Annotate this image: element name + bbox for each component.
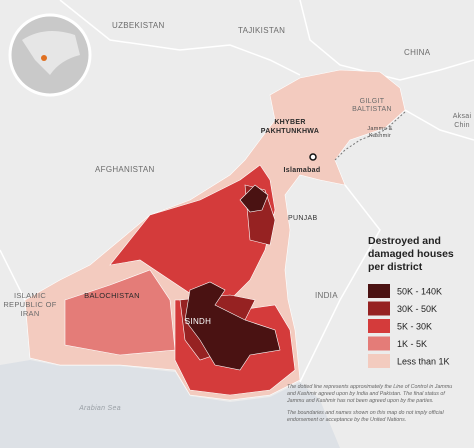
district — [239, 184, 269, 213]
note-line: The boundaries and names shown on this m… — [287, 410, 444, 416]
label-line: TAJIKISTAN — [238, 26, 285, 35]
notes: The dotted line represents approximately… — [286, 384, 452, 423]
note-line: and Kashmir agreed upon by India and Pak… — [287, 391, 445, 397]
region-label: Aksai Chin — [453, 113, 472, 129]
legend-label: Less than 1K — [397, 357, 450, 367]
label-line: BALTISTAN — [352, 106, 392, 113]
label-line: GILGIT — [360, 98, 385, 105]
label-line: Arabian Sea — [78, 405, 121, 412]
country-label: INDIA — [315, 291, 338, 300]
border — [404, 109, 474, 141]
capital-label: Islamabad — [284, 167, 321, 174]
sea — [0, 360, 340, 448]
country-label: AFGHANISTAN — [95, 165, 155, 174]
label-line: IRAN — [20, 309, 39, 318]
globe — [8, 13, 92, 97]
label-line: BALOCHISTAN — [84, 291, 140, 300]
note-line: Jammu and Kashmir has not been agreed up… — [286, 398, 434, 404]
globe-land — [22, 31, 80, 75]
legend-swatch — [368, 354, 390, 368]
label-line: PUNJAB — [288, 215, 317, 222]
legend-title: Destroyed and damaged houses per district — [368, 235, 454, 273]
note-line: endorsement or acceptance by the United … — [287, 417, 406, 423]
label-line: UZBEKISTAN — [112, 21, 165, 30]
district — [184, 281, 281, 371]
label-line: SINDH — [185, 317, 211, 326]
legend-title-line: Destroyed and — [368, 235, 441, 247]
label-line: Aksai — [453, 113, 472, 120]
label-line: Chin — [454, 122, 470, 129]
district — [64, 269, 176, 356]
note-line: The dotted line represents approximately… — [287, 384, 452, 390]
label-line: Kashmir — [369, 133, 391, 139]
legend-label: 50K - 140K — [397, 287, 442, 297]
districts — [24, 69, 406, 401]
label-line: ISLAMIC — [14, 291, 46, 300]
globe-pakistan — [41, 55, 47, 61]
region-label: BALOCHISTAN — [84, 291, 140, 300]
sea-label: Arabian Sea — [78, 405, 121, 412]
legend-swatch — [368, 336, 390, 351]
region-label: GILGIT BALTISTAN — [352, 98, 392, 113]
border — [299, 184, 381, 383]
label-line: PAKHTUNKHWA — [261, 128, 319, 135]
capital-marker — [309, 153, 317, 161]
label-line: CHINA — [404, 48, 431, 57]
legend-label: 1K - 5K — [397, 339, 427, 349]
region-label: KHYBER PAKHTUNKHWA — [261, 119, 319, 135]
legend-label: 5K - 30K — [397, 322, 432, 332]
region-label: SINDH — [185, 317, 211, 326]
country-label: CHINA — [404, 48, 431, 57]
label-line: Jammu & — [367, 126, 392, 132]
label-line: INDIA — [315, 291, 338, 300]
label-line: Islamabad — [284, 167, 321, 174]
legend-title-line: damaged houses — [368, 248, 454, 260]
legend-title-line: per district — [368, 261, 423, 273]
line-of-control — [334, 111, 406, 161]
district — [109, 164, 276, 301]
region-label: Jammu & Kashmir — [367, 126, 392, 139]
country-label: UZBEKISTAN — [112, 21, 165, 30]
legend: Destroyed and damaged houses per district … — [368, 235, 454, 368]
legend-swatch — [368, 284, 390, 298]
label-line: AFGHANISTAN — [95, 165, 155, 174]
legend-swatch — [368, 301, 390, 316]
border — [0, 249, 26, 301]
country-label: ISLAMIC REPUBLIC OF IRAN — [3, 291, 56, 318]
legend-swatch — [368, 319, 390, 333]
label-line: REPUBLIC OF — [3, 300, 56, 309]
legend-label: 30K - 50K — [397, 304, 437, 314]
label-line: KHYBER — [274, 119, 305, 126]
region-label: PUNJAB — [288, 215, 317, 222]
border — [59, 0, 301, 76]
country-label: TAJIKISTAN — [238, 26, 285, 35]
